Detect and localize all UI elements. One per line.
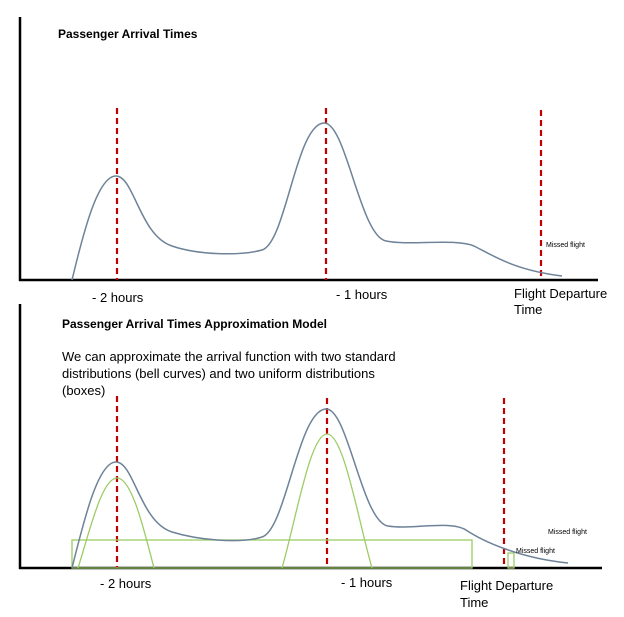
top-panel: Passenger Arrival Times - 2 hours - 1 ho… bbox=[18, 17, 607, 317]
bottom-description-line2: distributions (bell curves) and two unif… bbox=[62, 366, 375, 381]
bell-curve-one-hour bbox=[281, 433, 373, 569]
top-label-departure-line2: Time bbox=[514, 302, 542, 317]
top-label-departure-line1: Flight Departure bbox=[514, 286, 607, 301]
top-label-one-hour: - 1 hours bbox=[336, 287, 388, 302]
bottom-label-two-hours: - 2 hours bbox=[100, 576, 152, 591]
top-arrival-curve bbox=[71, 122, 563, 281]
top-panel-title: Passenger Arrival Times bbox=[58, 27, 198, 41]
bottom-label-missed-flight-upper: Missed flight bbox=[548, 529, 587, 536]
top-label-missed-flight: Missed flight bbox=[546, 242, 585, 249]
bottom-arrival-curve bbox=[71, 408, 569, 569]
bottom-label-departure-line2: Time bbox=[460, 595, 488, 610]
bottom-panel: Passenger Arrival Times Approximation Mo… bbox=[18, 304, 602, 610]
bottom-label-missed-flight-lower: Missed flight bbox=[516, 548, 555, 555]
bell-curve-two-hours bbox=[77, 477, 155, 569]
bottom-description-line1: We can approximate the arrival function … bbox=[62, 349, 396, 364]
bottom-panel-title: Passenger Arrival Times Approximation Mo… bbox=[62, 317, 327, 331]
bottom-label-departure-line1: Flight Departure bbox=[460, 578, 553, 593]
bottom-label-one-hour: - 1 hours bbox=[341, 575, 393, 590]
bottom-description-line3: (boxes) bbox=[62, 383, 105, 398]
uniform-box-small bbox=[507, 552, 515, 569]
uniform-box-large bbox=[71, 539, 473, 569]
top-label-two-hours: - 2 hours bbox=[92, 290, 144, 305]
